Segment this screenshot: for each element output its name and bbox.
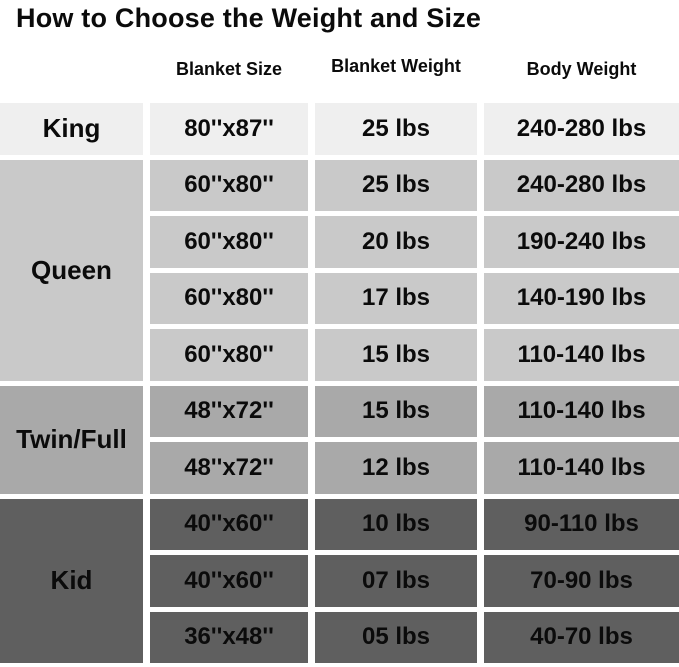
blanket-size-cell: 60''x80'' <box>150 272 308 324</box>
blanket-weight-cell: 17 lbs <box>315 272 477 324</box>
body-weight-cell: 140-190 lbs <box>484 272 679 324</box>
blanket-size-cell: 60''x80'' <box>150 216 308 268</box>
body-weight-cell: 110-140 lbs <box>484 442 679 494</box>
column-header-blanket-weight: Blanket Weight <box>331 55 461 76</box>
blanket-weight-cell: 12 lbs <box>315 442 477 494</box>
blanket-size-cell: 40''x60'' <box>150 498 308 550</box>
column-header-spacer <box>0 56 143 82</box>
blanket-size-cell: 80''x87'' <box>150 103 308 155</box>
blanket-weight-cell: 15 lbs <box>315 385 477 437</box>
blanket-size-cell: 60''x80'' <box>150 159 308 211</box>
blanket-weight-cell: 05 lbs <box>315 611 477 663</box>
body-weight-cell: 110-140 lbs <box>484 385 679 437</box>
blanket-size-cell: 48''x72'' <box>150 442 308 494</box>
blanket-weight-cell: 20 lbs <box>315 216 477 268</box>
group-label-queen: Queen <box>0 159 143 381</box>
blanket-size-cell: 48''x72'' <box>150 385 308 437</box>
blanket-weight-cell: 10 lbs <box>315 498 477 550</box>
blanket-size-cell: 40''x60'' <box>150 555 308 607</box>
blanket-size-cell: 36''x48'' <box>150 611 308 663</box>
group-label-twin-full: Twin/Full <box>0 385 143 494</box>
blanket-weight-cell: 25 lbs <box>315 103 477 155</box>
body-weight-cell: 240-280 lbs <box>484 103 679 155</box>
size-weight-table: King 80''x87'' 25 lbs 240-280 lbs Queen 60''x… <box>0 103 679 663</box>
blanket-weight-cell: 15 lbs <box>315 329 477 381</box>
body-weight-cell: 40-70 lbs <box>484 611 679 663</box>
blanket-size-cell: 60''x80'' <box>150 329 308 381</box>
page-title: How to Choose the Weight and Size <box>16 3 482 33</box>
body-weight-cell: 110-140 lbs <box>484 329 679 381</box>
body-weight-cell: 240-280 lbs <box>484 159 679 211</box>
body-weight-cell: 190-240 lbs <box>484 216 679 268</box>
body-weight-cell: 70-90 lbs <box>484 555 679 607</box>
group-label-kid: Kid <box>0 498 143 663</box>
column-header-body-weight: Body Weight <box>526 58 637 79</box>
blanket-weight-cell: 07 lbs <box>315 555 477 607</box>
column-header-blanket-size: Blanket Size <box>175 58 283 79</box>
body-weight-cell: 90-110 lbs <box>484 498 679 550</box>
column-headers: Blanket Size Blanket Weight Body Weight <box>0 56 679 82</box>
blanket-weight-cell: 25 lbs <box>315 159 477 211</box>
group-label-king: King <box>0 103 143 155</box>
